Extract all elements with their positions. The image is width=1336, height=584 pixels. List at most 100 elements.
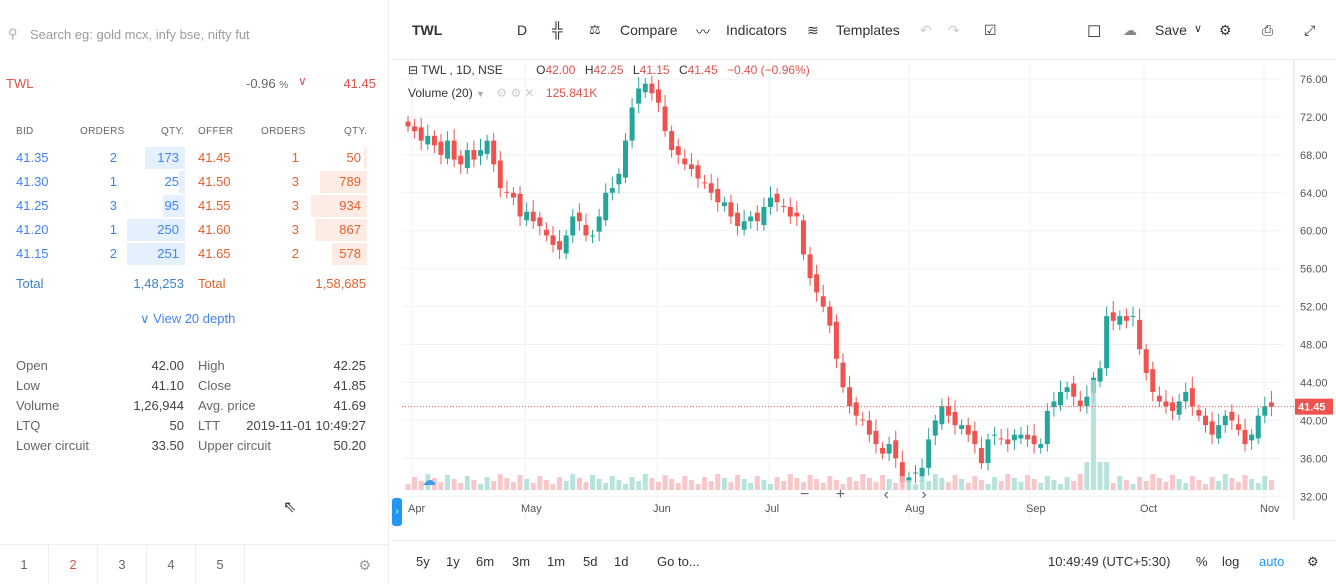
depth-row[interactable]: 41.30 1 25 41.50 3 789 <box>0 170 389 194</box>
gear-icon[interactable]: ⚙ <box>1219 22 1232 38</box>
volume-bar <box>847 477 853 490</box>
x-tick-label: Apr <box>408 503 425 515</box>
instrument-symbol: TWL <box>6 76 34 91</box>
watchlist-tab-4[interactable]: 4 <box>147 545 196 584</box>
chart-symbol[interactable]: TWL <box>412 22 443 38</box>
indicators-icon: 〰 <box>696 24 710 40</box>
candle-body <box>576 212 582 222</box>
candle-body <box>458 155 464 165</box>
indicators-button[interactable]: Indicators <box>726 22 787 38</box>
range-1m[interactable]: 1m <box>547 554 566 569</box>
candlestick-chart[interactable]: 32.00 36.00 40.00 44.00 48.00 52.00 56.00 60.00… <box>402 60 1334 520</box>
range-1d[interactable]: 1d <box>614 554 629 569</box>
log-toggle[interactable]: log <box>1222 554 1240 569</box>
range-5y[interactable]: 5y <box>416 554 430 569</box>
square-icon[interactable]: ☐ <box>1087 24 1102 41</box>
range-3m[interactable]: 3m <box>512 554 531 569</box>
y-tick-label: 68.00 <box>1300 150 1328 162</box>
watchlist-tab-5[interactable]: 5 <box>196 545 245 584</box>
candle-body <box>524 211 530 221</box>
volume-bar <box>1242 475 1248 490</box>
settings-icon[interactable]: ⚙ ⚙ ✕ <box>496 86 535 100</box>
watchlist-tab-1[interactable]: 1 <box>0 545 49 584</box>
candle-body <box>965 425 971 435</box>
watchlist-tab-3[interactable]: 3 <box>98 545 147 584</box>
redo-icon[interactable]: ↷ <box>948 22 960 38</box>
offer-orders: 3 <box>291 174 299 189</box>
volume-bar <box>629 477 635 490</box>
gear-icon[interactable]: ⚙ <box>358 557 371 573</box>
scroll-right-icon[interactable]: › <box>921 486 927 503</box>
volume-bar <box>524 479 530 490</box>
search-icon: ⚲ <box>8 26 18 41</box>
candle-body <box>438 141 444 155</box>
instrument-row[interactable]: TWL -0.96 % ∨ 41.45 <box>0 72 389 96</box>
zoom-in-icon[interactable]: + <box>835 486 846 503</box>
volume-bar <box>1051 480 1057 490</box>
auto-toggle[interactable]: auto <box>1259 554 1285 569</box>
percent-toggle[interactable]: % <box>1196 554 1208 569</box>
bid-qty-bar <box>179 171 185 193</box>
x-tick-label: Jul <box>765 503 779 515</box>
checkbox-icon[interactable]: ☑ <box>984 22 997 38</box>
watchlist-tab-2[interactable]: 2 <box>49 545 98 584</box>
candle-body <box>1216 425 1222 439</box>
bid-qty-bar <box>145 147 185 169</box>
candle-body <box>1077 400 1083 407</box>
square-icon[interactable]: ⊟ <box>408 63 419 77</box>
depth-row[interactable]: 41.15 2 251 41.65 2 578 <box>0 242 389 266</box>
x-tick-label: Jun <box>653 503 671 515</box>
depth-header-qty: QTY. <box>161 126 185 137</box>
save-button[interactable]: Save <box>1155 22 1187 38</box>
volume-bar <box>1143 481 1149 490</box>
bid-orders: 2 <box>109 246 117 261</box>
goto-button[interactable]: Go to... <box>657 554 700 569</box>
search-input[interactable]: Search eg: gold mcx, infy bse, nifty fut <box>30 26 250 42</box>
chevron-down-icon[interactable]: ▼ <box>476 89 485 99</box>
volume-bar <box>550 484 556 490</box>
candle-body <box>1011 434 1017 441</box>
candle-body <box>873 430 879 445</box>
candle-body <box>998 438 1004 440</box>
volume-bar <box>866 478 872 490</box>
volume-bar <box>583 482 589 490</box>
candle-body <box>827 306 833 326</box>
candles-icon[interactable]: ╬ <box>552 22 563 39</box>
camera-icon[interactable]: ⎙ <box>1262 22 1274 38</box>
volume-bar <box>682 476 688 490</box>
offer-qty-bar <box>332 243 367 265</box>
bid-price: 41.15 <box>16 246 49 261</box>
last-price-label: 41.45 <box>1298 402 1326 414</box>
range-6m[interactable]: 6m <box>476 554 495 569</box>
depth-row[interactable]: 41.25 3 95 41.55 3 934 <box>0 194 389 218</box>
depth-row[interactable]: 41.20 1 250 41.60 3 867 <box>0 218 389 242</box>
range-5d[interactable]: 5d <box>583 554 598 569</box>
gear-icon[interactable]: ⚙ <box>1307 554 1319 569</box>
volume-bar <box>1183 483 1189 490</box>
templates-button[interactable]: Templates <box>836 22 900 38</box>
view-20-depth-link[interactable]: ∨ View 20 depth <box>140 311 236 326</box>
fullscreen-icon[interactable]: ⤢ <box>1304 22 1316 38</box>
volume-bar <box>669 479 675 490</box>
collapse-toggle-icon[interactable]: › <box>392 498 402 526</box>
candle-body <box>1044 410 1050 445</box>
candle-body <box>1031 435 1037 445</box>
candle-body <box>425 135 431 145</box>
scroll-left-icon[interactable]: ‹ <box>883 486 889 503</box>
depth-row[interactable]: 41.35 2 173 41.45 1 50 <box>0 146 389 170</box>
chevron-down-icon[interactable]: ∨ <box>1194 23 1203 35</box>
compare-button[interactable]: Compare <box>620 22 678 38</box>
instrument-ltp: 41.45 <box>343 76 376 91</box>
volume-bar <box>1005 474 1011 490</box>
avg-label: Avg. price <box>198 398 256 413</box>
zoom-out-icon[interactable]: − <box>800 486 810 503</box>
interval-button[interactable]: D <box>517 22 528 38</box>
undo-icon[interactable]: ↶ <box>920 22 932 38</box>
offer-orders: 3 <box>291 198 299 213</box>
volume-bar <box>603 483 609 490</box>
bid-price: 41.30 <box>16 174 49 189</box>
search-box[interactable]: ⚲ Search eg: gold mcx, infy bse, nifty f… <box>0 16 389 52</box>
volume-bar <box>735 475 741 490</box>
range-1y[interactable]: 1y <box>446 554 460 569</box>
volume-bar <box>1104 462 1110 490</box>
